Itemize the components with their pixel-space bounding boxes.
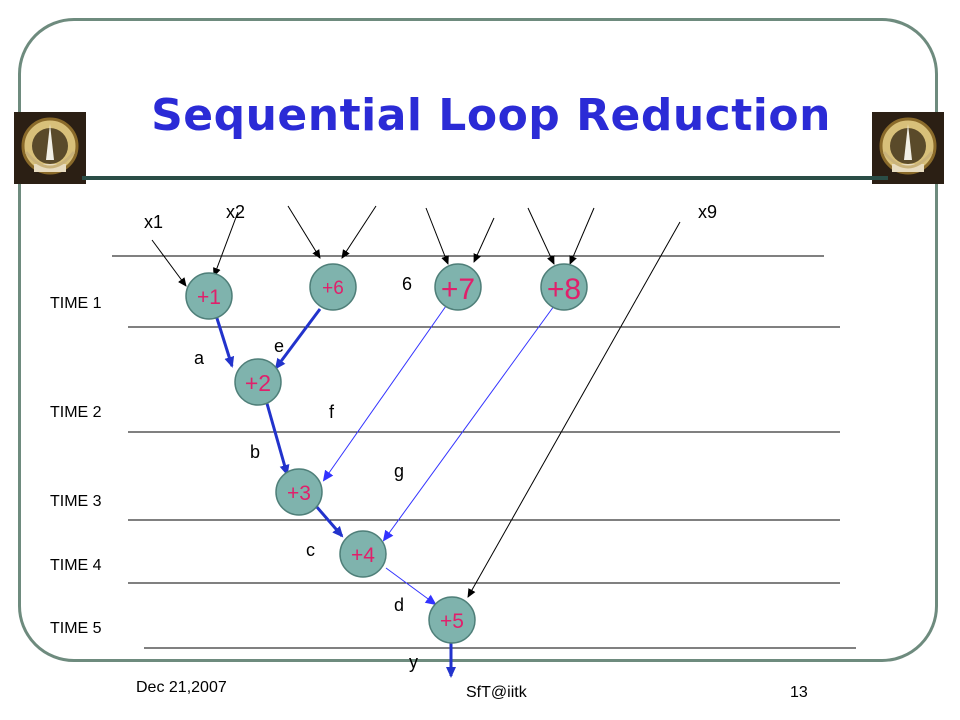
edge-b <box>264 399 290 476</box>
input-arrow <box>341 205 377 259</box>
node-label: +8 <box>547 273 581 306</box>
input-arrow <box>287 205 321 259</box>
time-label-1: TIME 1 <box>50 295 102 312</box>
node-label: +5 <box>440 610 464 633</box>
input-arrow-x1 <box>151 239 187 287</box>
node-circle <box>339 530 387 578</box>
time-labels: TIME 1 TIME 2 TIME 3 TIME 4 TIME 5 <box>50 295 102 637</box>
iitk-emblem-left-icon <box>14 112 86 184</box>
node-circle <box>540 263 588 311</box>
time-label-2: TIME 2 <box>50 404 102 421</box>
input-label-x2: x2 <box>226 202 245 222</box>
input-arrow-x2 <box>213 211 239 277</box>
node-label: +7 <box>441 273 475 306</box>
node-label: +3 <box>287 482 311 505</box>
node-label: +2 <box>245 370 271 396</box>
edge-label-f: f <box>329 402 335 422</box>
edge-a <box>213 311 235 368</box>
node-circle <box>428 596 476 644</box>
node-circle <box>234 358 282 406</box>
time-label-4: TIME 4 <box>50 557 102 574</box>
edge-c <box>314 505 344 538</box>
footer-date: Dec 21,2007 <box>136 679 227 696</box>
slide-title: Sequential Loop Reduction <box>151 90 831 141</box>
node-label: +6 <box>322 278 344 299</box>
edge-label-b: b <box>250 442 260 462</box>
node-circle <box>434 263 482 311</box>
input-arrow <box>569 207 595 265</box>
slide-frame <box>18 18 938 662</box>
node-label: +4 <box>351 544 375 567</box>
node-circle <box>185 272 233 320</box>
edge-label-g: g <box>394 461 404 481</box>
edge-g <box>382 305 555 542</box>
iitk-emblem-right-icon <box>872 112 944 184</box>
time-label-5: TIME 5 <box>50 620 102 637</box>
node-n5: +5 <box>428 596 476 644</box>
node-n2: +2 <box>234 358 282 406</box>
node-n1: +1 <box>185 272 233 320</box>
node-circle <box>309 263 357 311</box>
footer-center-text: SfT@iitk <box>466 684 527 701</box>
edge-label-e: e <box>274 336 284 356</box>
input-labels: x1 x2 x9 <box>144 202 717 232</box>
title-underline <box>82 176 888 180</box>
node-n7: +7 <box>434 263 482 311</box>
edge-f <box>322 305 447 482</box>
node-n4: +4 <box>339 530 387 578</box>
edge-label-c: c <box>306 540 315 560</box>
output-label-y: y <box>409 652 418 672</box>
node-label: +1 <box>197 286 221 309</box>
time-separator-lines <box>112 255 856 649</box>
node-n6: +6 <box>309 263 357 311</box>
node-n8: +8 <box>540 263 588 311</box>
input-label-x9: x9 <box>698 202 717 222</box>
edge-label-a: a <box>194 348 205 368</box>
footer-page-number: 13 <box>790 684 808 701</box>
input-arrow-x9 <box>467 221 681 598</box>
node-n3: +3 <box>275 468 323 516</box>
thick-edges <box>213 308 344 538</box>
edge-e <box>274 308 322 370</box>
node-circle <box>275 468 323 516</box>
edge-labels: a e 6 f b g c d y <box>194 274 418 672</box>
edge-label-d: d <box>394 595 404 615</box>
edge-label-6: 6 <box>402 274 412 294</box>
input-arrow <box>473 217 495 263</box>
input-arrow <box>425 207 449 265</box>
input-arrow <box>527 207 555 265</box>
edge-d <box>385 567 437 606</box>
input-label-x1: x1 <box>144 212 163 232</box>
input-arrows <box>151 205 681 598</box>
time-label-3: TIME 3 <box>50 493 102 510</box>
